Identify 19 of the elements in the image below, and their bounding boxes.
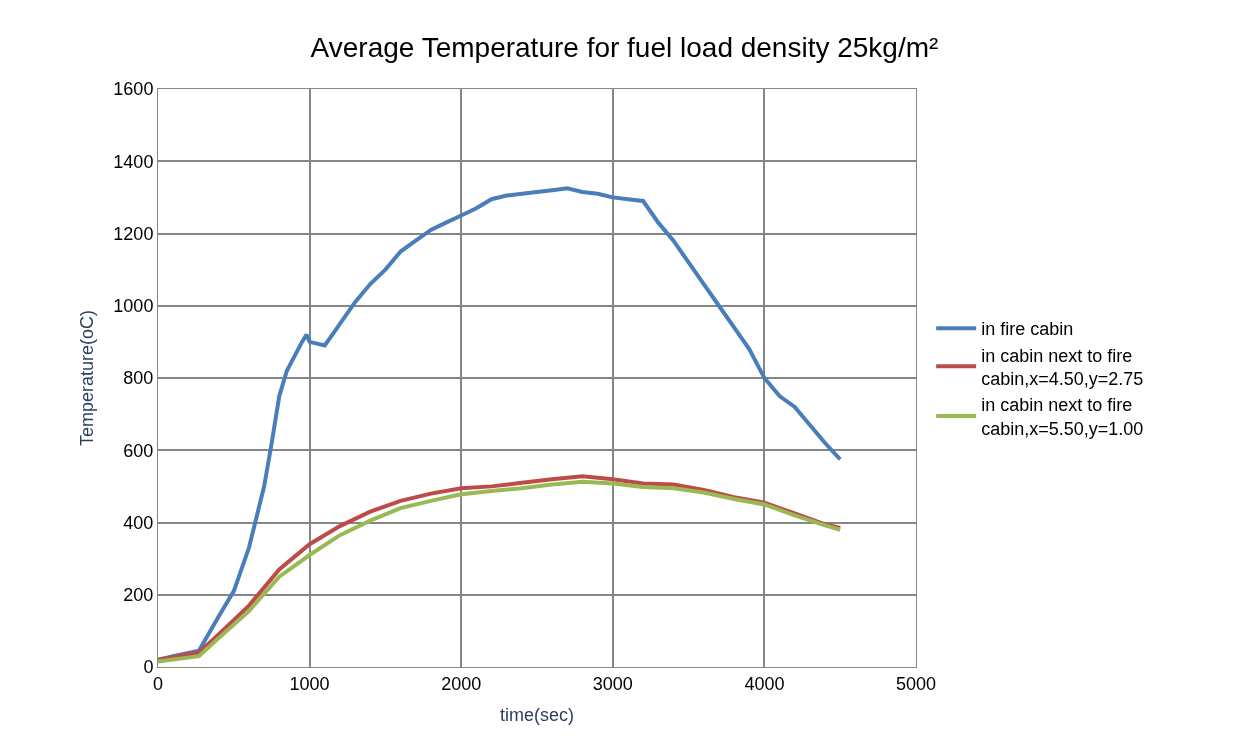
y-tick-label: 600 (123, 440, 154, 461)
x-tick-label: 3000 (592, 673, 633, 694)
x-axis-title: time(sec) (499, 704, 575, 725)
x-tick-label: 5000 (895, 673, 937, 694)
y-tick-label: 800 (123, 368, 154, 389)
legend-label: in cabin next to fire cabin,x=5.50,y=1.00 (981, 395, 1144, 439)
y-tick-label: 200 (123, 585, 154, 606)
x-tick-label: 1000 (289, 673, 330, 694)
chart-title: Average Temperature for fuel load density 25kg/m² (310, 32, 939, 64)
y-tick-label: 1600 (113, 79, 154, 100)
x-tick-label: 4000 (744, 673, 785, 694)
y-tick-label: 1000 (113, 296, 154, 317)
y-tick-label: 0 (143, 657, 154, 678)
y-tick-label: 1200 (113, 223, 154, 244)
y-tick-label: 400 (123, 512, 154, 533)
x-tick-label: 2000 (441, 673, 482, 694)
y-axis-title: Temperature(oC) (76, 309, 97, 447)
y-tick-label: 1400 (113, 151, 154, 172)
legend-label: in fire cabin (981, 319, 1074, 340)
